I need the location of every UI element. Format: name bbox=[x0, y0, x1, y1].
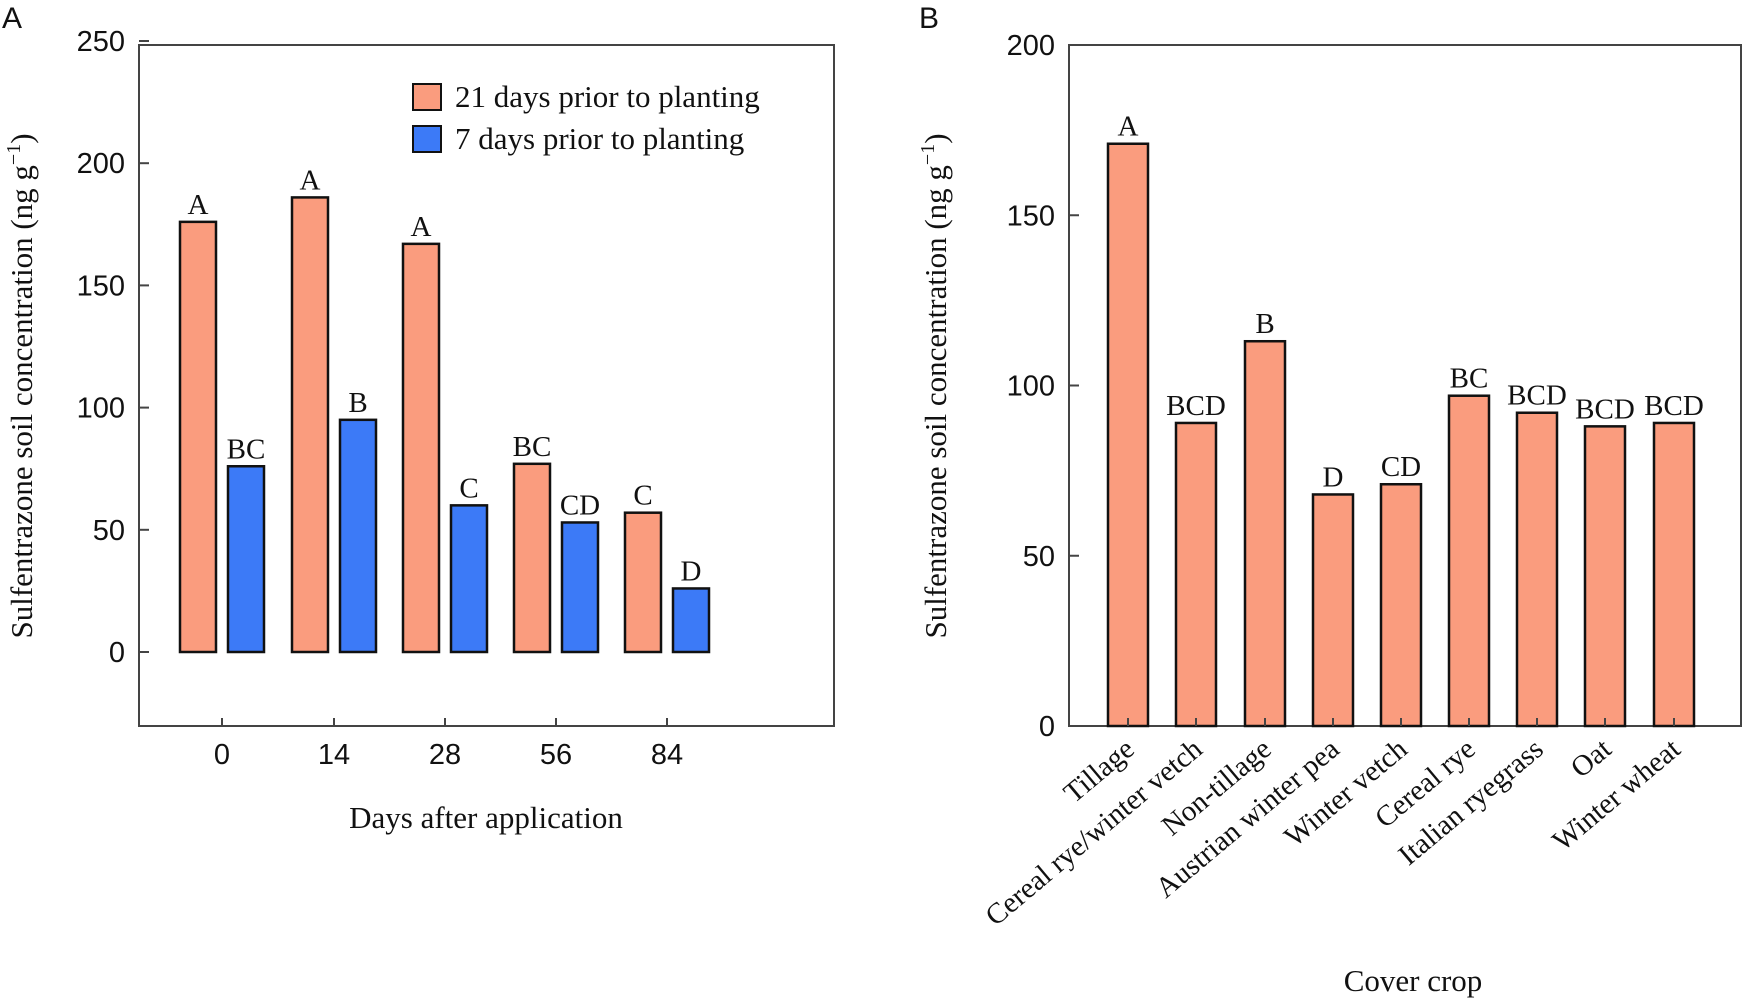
significance-letter: A bbox=[188, 189, 209, 221]
y-tick-label: 50 bbox=[93, 515, 125, 547]
significance-letter: BCD bbox=[1507, 380, 1567, 412]
significance-letter: B bbox=[1255, 308, 1274, 340]
bar-tillage bbox=[1106, 142, 1150, 728]
significance-letter: D bbox=[681, 555, 702, 587]
x-tick-label: 14 bbox=[318, 739, 350, 771]
significance-letter: C bbox=[633, 480, 652, 512]
significance-letter: BC bbox=[1450, 363, 1489, 395]
panel-a-legend: 21 days prior to planting 7 days prior t… bbox=[412, 79, 760, 156]
x-tick-label: 0 bbox=[214, 739, 230, 771]
y-tick-label: 50 bbox=[1023, 541, 1055, 573]
y-tick-label: 250 bbox=[77, 26, 125, 58]
significance-letter: BCD bbox=[1166, 390, 1226, 422]
bar-winter-vetch bbox=[1379, 482, 1423, 728]
bar-oat bbox=[1583, 425, 1627, 728]
significance-letter: A bbox=[411, 211, 432, 243]
bar-21d-28 bbox=[401, 242, 441, 654]
significance-letter: BC bbox=[513, 431, 552, 463]
panel-a-y-axis: 0 50 100 150 200 250 bbox=[77, 26, 149, 669]
legend-swatch-7-days bbox=[412, 125, 442, 153]
significance-letter: B bbox=[348, 387, 367, 419]
y-tick-label: 200 bbox=[77, 148, 125, 180]
bar-7d-56 bbox=[560, 521, 600, 654]
y-tick-label: 100 bbox=[77, 393, 125, 425]
significance-letter: A bbox=[300, 164, 321, 196]
bar-7d-84 bbox=[671, 587, 711, 654]
bar-cereal-rye bbox=[1447, 394, 1491, 728]
significance-letter: D bbox=[1323, 461, 1344, 493]
y-tick-label: 200 bbox=[1007, 30, 1055, 62]
y-tick-label: 0 bbox=[1039, 711, 1055, 743]
significance-letter: BC bbox=[227, 433, 266, 465]
panel-a-frame bbox=[138, 44, 835, 727]
legend-label-21-days: 21 days prior to planting bbox=[455, 79, 760, 114]
bar-7d-28 bbox=[449, 504, 489, 654]
significance-letter: CD bbox=[560, 489, 600, 521]
panel-b-label: B bbox=[919, 2, 939, 35]
bar-cereal-rye-winter-vetch bbox=[1174, 421, 1218, 728]
bar-italian-ryegrass bbox=[1515, 411, 1559, 728]
y-tick-label: 0 bbox=[109, 637, 125, 669]
bar-winter-wheat bbox=[1652, 421, 1696, 728]
bar-21d-56 bbox=[512, 462, 552, 654]
bar-21d-14 bbox=[290, 196, 330, 654]
bar-21d-0 bbox=[178, 220, 218, 654]
x-tick-label: 84 bbox=[651, 739, 683, 771]
panel-b-y-axis: 0 50 100 150 200 bbox=[1007, 30, 1079, 743]
panel-a-label: A bbox=[2, 2, 22, 35]
y-tick-label: 100 bbox=[1007, 371, 1055, 403]
x-tick-label: Winter wheat bbox=[1547, 733, 1687, 858]
bar-7d-0 bbox=[226, 465, 266, 654]
legend-swatch-21-days bbox=[412, 83, 442, 111]
legend-label-7-days: 7 days prior to planting bbox=[455, 121, 744, 156]
significance-letter: CD bbox=[1381, 451, 1421, 483]
y-tick-label: 150 bbox=[1007, 200, 1055, 232]
significance-letter: A bbox=[1118, 111, 1139, 143]
bar-austrian-winter-pea bbox=[1311, 493, 1355, 728]
panel-a-x-axis: 0 14 28 56 84 bbox=[214, 718, 683, 771]
significance-letter: BCD bbox=[1575, 393, 1635, 425]
panel-b-x-title: Cover crop bbox=[1344, 963, 1483, 998]
panel-a-x-title: Days after application bbox=[349, 800, 623, 835]
x-tick-label: 56 bbox=[540, 739, 572, 771]
x-tick-label: 28 bbox=[429, 739, 461, 771]
significance-letter: BCD bbox=[1644, 390, 1704, 422]
significance-letter: C bbox=[459, 472, 478, 504]
panel-b-y-title: Sulfentrazone soil concentration (ng g−1… bbox=[917, 133, 953, 638]
y-tick-label: 150 bbox=[77, 270, 125, 302]
bar-21d-84 bbox=[623, 511, 663, 654]
panel-a-y-title: Sulfentrazone soil concentration (ng g−1… bbox=[3, 133, 39, 638]
bar-7d-14 bbox=[338, 418, 378, 654]
bar-non-tillage bbox=[1243, 339, 1287, 728]
x-tick-label: Oat bbox=[1565, 733, 1618, 784]
